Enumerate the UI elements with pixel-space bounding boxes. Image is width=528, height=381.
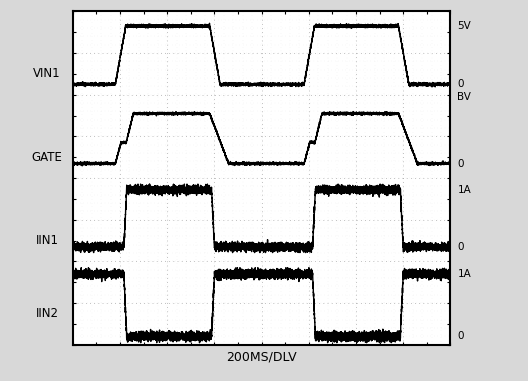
Text: VIN1: VIN1 [33, 67, 61, 80]
Text: 1A: 1A [457, 185, 471, 195]
Text: 0: 0 [457, 79, 464, 90]
Text: 5V: 5V [457, 21, 471, 31]
Text: IIN2: IIN2 [35, 307, 59, 320]
Text: GATE: GATE [32, 151, 62, 164]
Text: IIN1: IIN1 [35, 234, 59, 247]
Text: 1A: 1A [457, 269, 471, 279]
Text: 0: 0 [457, 242, 464, 252]
Text: 0: 0 [457, 158, 464, 168]
Text: 0: 0 [457, 331, 464, 341]
Text: BV: BV [457, 92, 472, 102]
X-axis label: 200MS/DLV: 200MS/DLV [227, 351, 297, 363]
